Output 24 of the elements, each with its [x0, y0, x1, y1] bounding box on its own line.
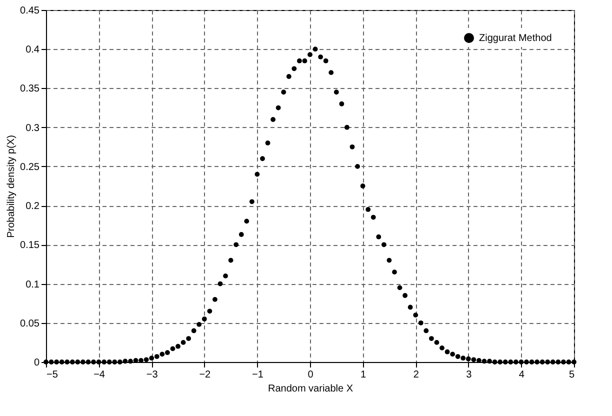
x-tick-label: −5	[46, 370, 58, 380]
y-axis-title: Probability density p(X)	[6, 135, 18, 238]
legend-label: Ziggurat Method	[479, 33, 552, 44]
x-axis-title: Random variable X	[268, 384, 354, 394]
x-tick-label: −3	[146, 370, 158, 380]
x-tick-label: 0	[308, 370, 314, 380]
y-tick-label: 0.3	[26, 122, 40, 134]
y-tick-label: 0.15	[20, 240, 40, 252]
y-tick-label: 0	[34, 358, 40, 368]
x-tick-label: −2	[199, 370, 212, 380]
y-tick-label: 0.45	[20, 6, 40, 16]
x-tick-label: 5	[568, 370, 575, 380]
y-tick-label: 0.1	[26, 279, 40, 290]
y-tick-label: 0.2	[26, 201, 40, 212]
x-tick-label: 1	[360, 370, 367, 380]
y-tick-label: 0.35	[20, 84, 40, 95]
x-tick-label: 4	[518, 370, 525, 380]
x-tick-label: −1	[252, 370, 264, 380]
x-tick-label: 3	[466, 370, 472, 380]
y-tick-label: 0.25	[20, 162, 40, 173]
y-tick-label: 0.4	[26, 44, 40, 56]
y-tick-label: 0.05	[20, 318, 40, 330]
x-tick-label: 2	[413, 370, 420, 380]
x-tick-label: −4	[94, 370, 106, 380]
